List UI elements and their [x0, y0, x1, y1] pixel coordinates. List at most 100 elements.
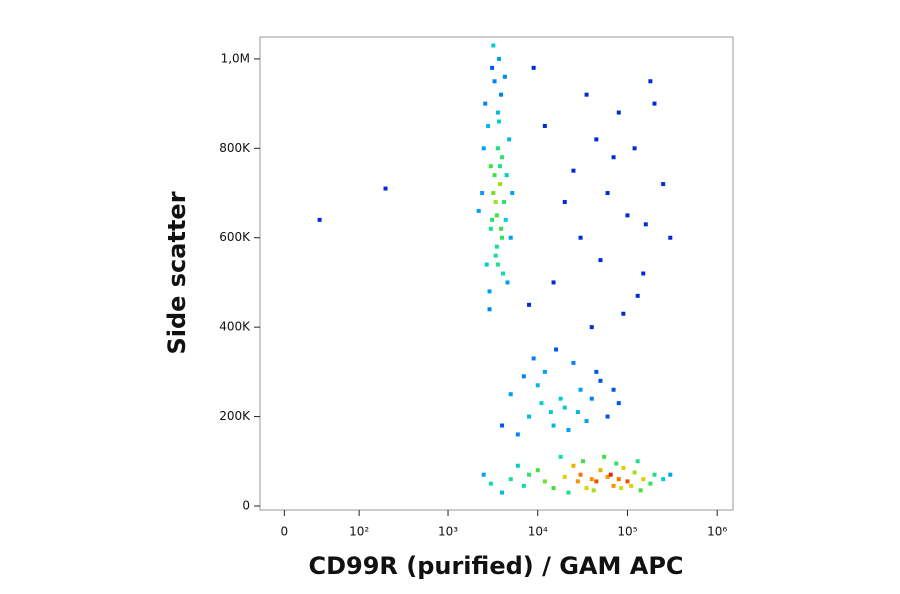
data-point	[562, 199, 567, 204]
data-point	[493, 253, 498, 258]
data-point	[558, 454, 563, 459]
data-point	[632, 146, 637, 151]
data-point	[539, 401, 544, 406]
data-point	[641, 271, 646, 276]
data-point	[635, 459, 640, 464]
data-point	[562, 405, 567, 410]
data-point	[648, 481, 653, 486]
data-point	[500, 155, 505, 160]
x-tick-label: 10³	[438, 525, 458, 539]
data-point	[621, 311, 626, 316]
data-point	[619, 486, 624, 491]
data-point	[527, 414, 532, 419]
data-point	[575, 479, 580, 484]
data-point	[515, 463, 520, 468]
data-point	[317, 217, 322, 222]
y-tick-label: 400K	[219, 320, 251, 334]
data-point	[503, 217, 508, 222]
data-point	[661, 477, 666, 482]
data-point	[548, 410, 553, 415]
data-point	[542, 123, 547, 128]
data-point	[508, 392, 513, 397]
x-tick-label: 10⁶	[707, 525, 727, 539]
data-point	[584, 419, 589, 424]
data-point	[578, 472, 583, 477]
data-point	[668, 235, 673, 240]
data-point	[554, 347, 559, 352]
y-tick-label: 200K	[219, 409, 251, 423]
data-point	[575, 410, 580, 415]
data-point	[535, 383, 540, 388]
y-axis-title: Side scatter	[163, 191, 191, 354]
data-point	[542, 369, 547, 374]
data-point	[531, 65, 536, 70]
data-point	[492, 173, 497, 178]
data-point	[638, 488, 643, 493]
data-point	[571, 360, 576, 365]
data-point	[551, 423, 556, 428]
data-point	[589, 477, 594, 482]
data-point	[497, 56, 502, 61]
data-point	[616, 477, 621, 482]
data-point	[598, 378, 603, 383]
data-point	[493, 199, 498, 204]
data-point	[584, 92, 589, 97]
data-point	[488, 226, 493, 231]
data-point	[614, 461, 619, 466]
x-axis-title: CD99R (purified) / GAM APC	[308, 552, 683, 580]
data-point	[492, 79, 497, 84]
data-point	[498, 164, 503, 169]
plot-area	[259, 36, 734, 511]
data-point	[625, 479, 630, 484]
data-point	[499, 92, 504, 97]
data-point	[531, 356, 536, 361]
data-point	[488, 481, 493, 486]
y-tick-label: 1,0M	[221, 51, 250, 65]
data-point	[605, 414, 610, 419]
data-point	[643, 222, 648, 227]
data-point	[515, 432, 520, 437]
y-tick-label: 800K	[219, 141, 251, 155]
data-point	[488, 164, 493, 169]
x-tick-label: 0	[281, 525, 289, 539]
data-point	[476, 208, 481, 213]
data-point	[508, 477, 513, 482]
data-point	[611, 483, 616, 488]
data-point	[508, 235, 513, 240]
data-point	[495, 110, 500, 115]
data-point	[632, 470, 637, 475]
data-point	[501, 271, 506, 276]
data-point	[566, 490, 571, 495]
data-point	[605, 191, 610, 196]
data-point	[652, 101, 657, 106]
data-point	[495, 146, 500, 151]
data-point	[494, 213, 499, 218]
data-point	[594, 369, 599, 374]
data-point	[542, 479, 547, 484]
data-point	[383, 186, 388, 191]
data-point	[551, 486, 556, 491]
data-point	[602, 454, 607, 459]
data-point	[500, 235, 505, 240]
data-point	[484, 262, 489, 267]
y-tick-label: 600K	[219, 230, 251, 244]
data-point	[591, 488, 596, 493]
data-point	[497, 119, 502, 124]
data-point	[611, 155, 616, 160]
data-point	[581, 459, 586, 464]
data-point	[621, 465, 626, 470]
points-layer	[317, 43, 673, 495]
data-point	[491, 43, 496, 48]
data-point	[480, 191, 485, 196]
data-point	[584, 486, 589, 491]
data-point	[487, 289, 492, 294]
data-point	[502, 74, 507, 79]
y-tick-label: 0	[242, 498, 250, 512]
data-point	[500, 490, 505, 495]
data-point	[490, 217, 495, 222]
x-tick-label: 10⁵	[617, 525, 637, 539]
data-point	[527, 302, 532, 307]
data-point	[571, 463, 576, 468]
data-point	[501, 199, 506, 204]
